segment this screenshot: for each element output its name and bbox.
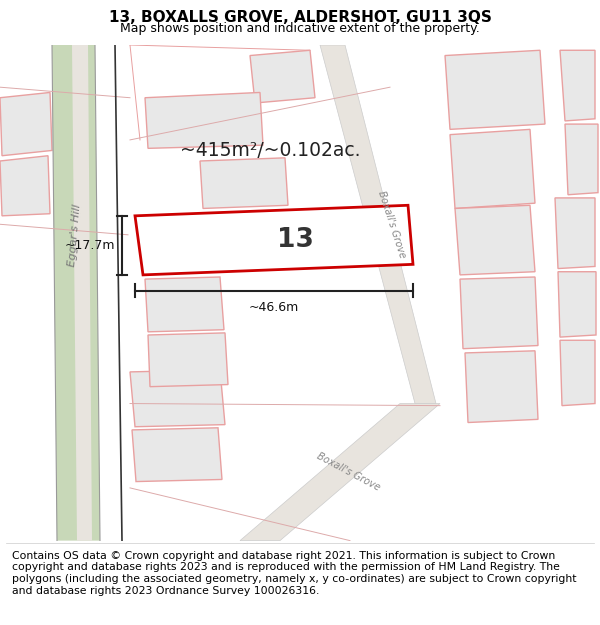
- Text: Contains OS data © Crown copyright and database right 2021. This information is : Contains OS data © Crown copyright and d…: [12, 551, 577, 596]
- Text: Map shows position and indicative extent of the property.: Map shows position and indicative extent…: [120, 22, 480, 35]
- Text: Eggar's Hill: Eggar's Hill: [67, 203, 83, 266]
- Text: Boxall's Grove: Boxall's Grove: [376, 189, 407, 259]
- Polygon shape: [145, 92, 263, 148]
- Polygon shape: [455, 205, 535, 275]
- Polygon shape: [460, 277, 538, 349]
- Polygon shape: [148, 333, 228, 387]
- Text: ~17.7m: ~17.7m: [65, 239, 115, 252]
- Polygon shape: [558, 272, 596, 337]
- Text: Boxall's Grove: Boxall's Grove: [314, 451, 382, 493]
- Polygon shape: [250, 50, 315, 103]
- Text: 13: 13: [277, 227, 313, 253]
- Polygon shape: [145, 277, 224, 332]
- Polygon shape: [565, 124, 598, 195]
- Polygon shape: [560, 340, 595, 406]
- Polygon shape: [0, 156, 50, 216]
- Polygon shape: [0, 92, 52, 156]
- Polygon shape: [135, 205, 413, 275]
- Text: 13, BOXALLS GROVE, ALDERSHOT, GU11 3QS: 13, BOXALLS GROVE, ALDERSHOT, GU11 3QS: [109, 10, 491, 25]
- Polygon shape: [560, 50, 595, 121]
- Polygon shape: [555, 198, 595, 269]
- Polygon shape: [445, 50, 545, 129]
- Polygon shape: [130, 370, 225, 427]
- Polygon shape: [72, 45, 92, 541]
- Text: ~415m²/~0.102ac.: ~415m²/~0.102ac.: [180, 141, 360, 160]
- Polygon shape: [450, 129, 535, 209]
- Polygon shape: [465, 351, 538, 423]
- Polygon shape: [240, 404, 440, 541]
- Polygon shape: [200, 158, 288, 209]
- Polygon shape: [320, 45, 436, 404]
- Polygon shape: [132, 428, 222, 482]
- Text: ~46.6m: ~46.6m: [249, 301, 299, 314]
- Polygon shape: [52, 45, 100, 541]
